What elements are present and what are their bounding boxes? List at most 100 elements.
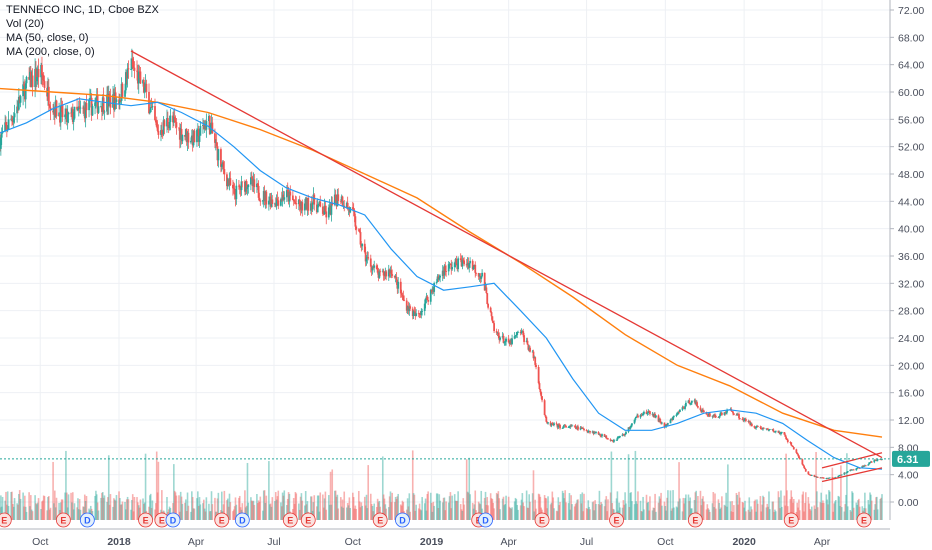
volume-bar xyxy=(466,491,469,520)
candle-body xyxy=(286,190,289,192)
volume-bar xyxy=(552,497,554,520)
candle-body xyxy=(564,425,567,427)
volume-bar xyxy=(855,502,858,520)
volume-bar xyxy=(550,502,553,520)
volume-bar xyxy=(593,510,596,520)
volume-bar xyxy=(514,497,517,520)
candle-body xyxy=(777,430,780,433)
candle-body xyxy=(258,197,261,201)
volume-bar xyxy=(607,499,609,520)
volume-bar xyxy=(316,495,319,520)
volume-bar xyxy=(328,504,331,520)
candle-body xyxy=(786,438,788,440)
volume-bar xyxy=(681,511,684,520)
volume-bar xyxy=(204,511,207,520)
volume-bar xyxy=(6,504,8,520)
volume-bar xyxy=(143,503,145,520)
volume-bar xyxy=(394,496,397,520)
volume-bar xyxy=(615,498,618,520)
candle-body xyxy=(457,258,460,270)
volume-bar xyxy=(61,499,64,520)
volume-bar xyxy=(193,508,196,520)
candle-body xyxy=(462,259,465,261)
volume-bar xyxy=(131,494,134,520)
volume-bar xyxy=(496,494,499,520)
volume-bar xyxy=(53,503,55,520)
candle-body xyxy=(245,181,248,189)
candle-body xyxy=(355,226,358,230)
volume-bar xyxy=(130,509,132,520)
legend-symbol[interactable]: TENNECO INC, 1D, Cboe BZX xyxy=(6,4,159,16)
volume-bar xyxy=(30,495,32,520)
volume-bar xyxy=(529,501,531,520)
legend-volume[interactable]: Vol (20) xyxy=(6,18,44,30)
volume-bar xyxy=(363,496,366,520)
volume-bar xyxy=(837,495,840,520)
candle-body xyxy=(295,203,298,205)
candle-body xyxy=(23,84,25,86)
volume-bar xyxy=(24,495,26,520)
trendline xyxy=(821,467,883,483)
volume-bar xyxy=(675,506,678,520)
volume-bar xyxy=(463,504,465,520)
volume-bar xyxy=(216,498,219,520)
candle-body xyxy=(341,196,344,206)
volume-bar xyxy=(508,506,511,520)
candle-body xyxy=(731,411,734,412)
volume-bar xyxy=(376,498,379,520)
volume-bar xyxy=(484,491,487,520)
dividend-marker xyxy=(478,512,493,528)
x-tick-label: 2020 xyxy=(732,536,756,548)
candle-body xyxy=(217,149,220,161)
candle-body xyxy=(810,475,813,476)
candle-body xyxy=(383,275,386,277)
volume-bar xyxy=(737,504,739,520)
volume-bar xyxy=(42,500,44,520)
candle-body xyxy=(492,321,495,324)
volume-bar xyxy=(789,499,792,520)
candle-body xyxy=(5,125,8,130)
candle-body xyxy=(0,137,2,149)
volume-bar xyxy=(523,506,525,520)
candle-body xyxy=(109,97,112,108)
volume-bar xyxy=(479,504,482,520)
candle-body xyxy=(565,426,567,428)
volume-bar xyxy=(304,491,307,520)
volume-bar xyxy=(401,500,404,520)
volume-bar xyxy=(683,503,685,520)
y-tick-label: 24.00 xyxy=(898,333,924,345)
volume-bar xyxy=(684,498,686,520)
candle-body xyxy=(511,338,513,344)
candle-body xyxy=(103,111,106,113)
candle-body xyxy=(426,296,429,301)
candle-body xyxy=(453,262,456,268)
volume-bar xyxy=(804,492,807,520)
candle-body xyxy=(837,475,840,478)
volume-bar xyxy=(89,505,92,520)
candle-body xyxy=(455,258,458,265)
candle-body xyxy=(684,406,686,409)
legend-ma200[interactable]: MA (200, close, 0) xyxy=(6,46,95,58)
candle-body xyxy=(137,71,140,84)
volume-bar xyxy=(124,501,126,520)
candle-body xyxy=(601,434,603,437)
legend-ma50[interactable]: MA (50, close, 0) xyxy=(6,32,89,44)
earnings-marker xyxy=(282,512,298,528)
volume-bar xyxy=(807,497,810,520)
volume-bar xyxy=(366,508,369,520)
candle-body xyxy=(523,335,525,342)
volume-bar xyxy=(510,508,513,520)
volume-bar xyxy=(834,500,837,520)
candle-body xyxy=(480,276,483,279)
volume-bar xyxy=(473,504,476,520)
volume-bar xyxy=(101,492,103,520)
volume-bar xyxy=(378,500,381,520)
candle-body xyxy=(4,122,7,132)
volume-bar xyxy=(180,496,183,520)
volume-bar xyxy=(666,497,668,520)
candle-body xyxy=(223,169,226,175)
volume-bar xyxy=(226,500,228,520)
candle-body xyxy=(85,103,88,111)
volume-bar xyxy=(810,510,812,520)
